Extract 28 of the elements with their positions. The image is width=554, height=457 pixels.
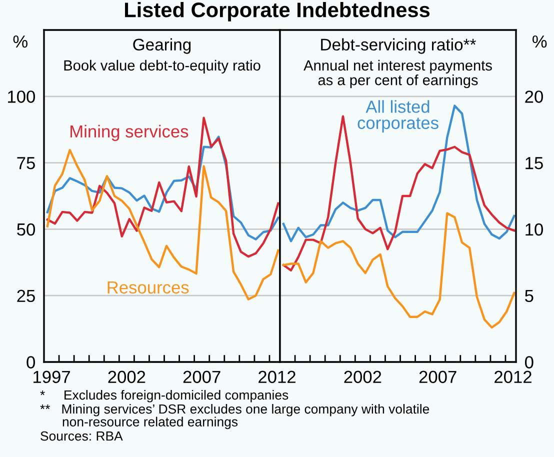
x-tick-label: 2007 [183, 370, 220, 384]
x-tick-label: 2002 [344, 370, 382, 384]
x-tick-label: 2002 [108, 370, 146, 384]
y-tick-label: 15 [526, 157, 543, 170]
y-tick-label: 75 [17, 157, 35, 170]
y-tick-label: 25 [17, 290, 35, 302]
text: ** Mining services’ DSR excludes one large company with volatile non-resource related earnings [40, 404, 430, 430]
chart-title: Listed Corporate Indebtedness [125, 2, 430, 22]
y-tick-label: 20 [525, 90, 543, 103]
y-tick-label: 0 [525, 356, 534, 368]
x-tick-label: 2012 [258, 370, 296, 384]
series-label: Resources [108, 282, 189, 294]
y-tick-label: 100 [8, 90, 35, 103]
y-axis-title: % [532, 36, 547, 48]
series-label: Mining services [70, 124, 188, 142]
x-tick-label: 2007 [419, 370, 456, 384]
y-tick-label: 50 [17, 223, 35, 236]
text: Gearing Book value debt-to-equity ratio [64, 38, 260, 74]
y-axis-title: % [13, 36, 28, 48]
x-tick-label: 1997 [34, 370, 70, 384]
x-tick-label: 2012 [494, 370, 532, 384]
text: * Excludes foreign-domiciled companies [40, 390, 288, 402]
y-tick-label: 5 [525, 290, 534, 302]
source-note: Sources: RBA [40, 431, 123, 441]
text: Debt-servicing ratio** Annual net interest payments as a per cent of earnings [304, 38, 492, 88]
series-label: All listed corporates [358, 100, 438, 133]
y-tick-label: 0 [26, 356, 35, 368]
y-tick-label: 10 [526, 223, 543, 236]
